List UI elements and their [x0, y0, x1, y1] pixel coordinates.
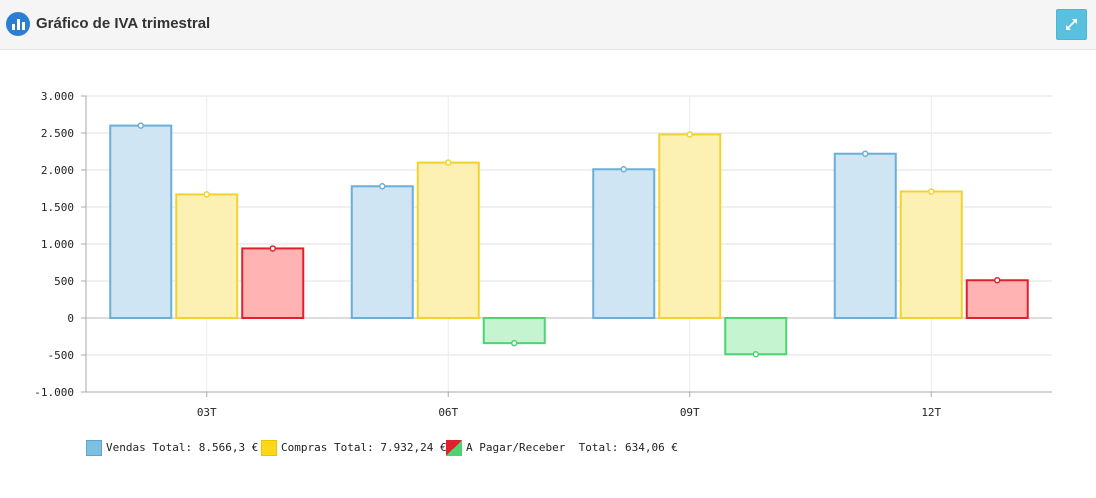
y-tick-label: 3.000	[41, 90, 74, 103]
bar-value-marker	[862, 150, 869, 157]
bar-a-pagar-receber-06t	[482, 317, 546, 345]
legend-swatch-compras	[261, 440, 277, 456]
bar-value-marker	[511, 339, 518, 347]
bar-value-marker	[203, 191, 210, 198]
panel-header: Gráfico de IVA trimestral	[0, 0, 1096, 50]
bar-vendas-06t	[350, 185, 414, 319]
bar-value-marker	[445, 159, 452, 166]
x-tick-label: 09T	[680, 406, 700, 419]
bar-value-marker	[269, 245, 276, 252]
y-tick-label: 2.000	[41, 164, 74, 177]
legend-label-compras: Compras	[281, 441, 328, 454]
x-tick-label: 12T	[921, 406, 941, 419]
bar-vendas-03t	[109, 124, 173, 319]
y-tick-label: -1.000	[34, 386, 74, 399]
bar-chart: 3.000 2.500 2.000 1.500 1.000 500 0 -500 -1.000 0…	[34, 90, 1052, 419]
x-tick-label: 06T	[438, 406, 458, 419]
bar-value-marker	[620, 166, 627, 173]
legend-swatch-vendas	[86, 440, 102, 456]
legend-total-vendas: Total: 8.566,3 €	[152, 441, 259, 454]
expand-icon	[1066, 19, 1077, 30]
bar-compras-06t	[416, 161, 480, 319]
y-tick-label: 1.500	[41, 201, 74, 214]
bar-value-marker	[994, 277, 1001, 284]
bar-a-pagar-receber-12t	[965, 279, 1029, 320]
bar-vendas-12t	[833, 152, 897, 319]
y-tick-label: 2.500	[41, 127, 74, 140]
panel-title: Gráfico de IVA trimestral	[36, 15, 211, 32]
bar-chart-icon	[6, 12, 30, 36]
bar-value-marker	[752, 351, 759, 358]
y-tick-label: 0	[67, 312, 74, 325]
x-tick-label: 03T	[197, 406, 217, 419]
bar-compras-12t	[899, 190, 963, 320]
legend-total-a-pagar-receber: Total: 634,06 €	[578, 441, 678, 454]
y-tick-label: 1.000	[41, 238, 74, 251]
legend-label-vendas: Vendas	[106, 441, 146, 454]
expand-button[interactable]	[1056, 9, 1087, 40]
bar-compras-03t	[175, 193, 239, 319]
bar-a-pagar-receber-03t	[241, 247, 305, 319]
y-tick-label: 500	[54, 275, 74, 288]
legend-swatch-a-pagar-receber	[446, 440, 462, 456]
bar-value-marker	[137, 122, 144, 129]
bar-compras-09t	[658, 133, 722, 319]
bar-value-marker	[379, 183, 386, 190]
y-tick-label: -500	[48, 349, 75, 362]
legend-label-a-pagar-receber: A Pagar/Receber	[466, 441, 566, 454]
bar-value-marker	[928, 188, 935, 195]
bar-a-pagar-receber-09t	[724, 317, 788, 356]
bar-value-marker	[686, 131, 693, 138]
legend-total-compras: Total: 7.932,24 €	[333, 441, 447, 454]
bar-vendas-09t	[592, 168, 656, 319]
